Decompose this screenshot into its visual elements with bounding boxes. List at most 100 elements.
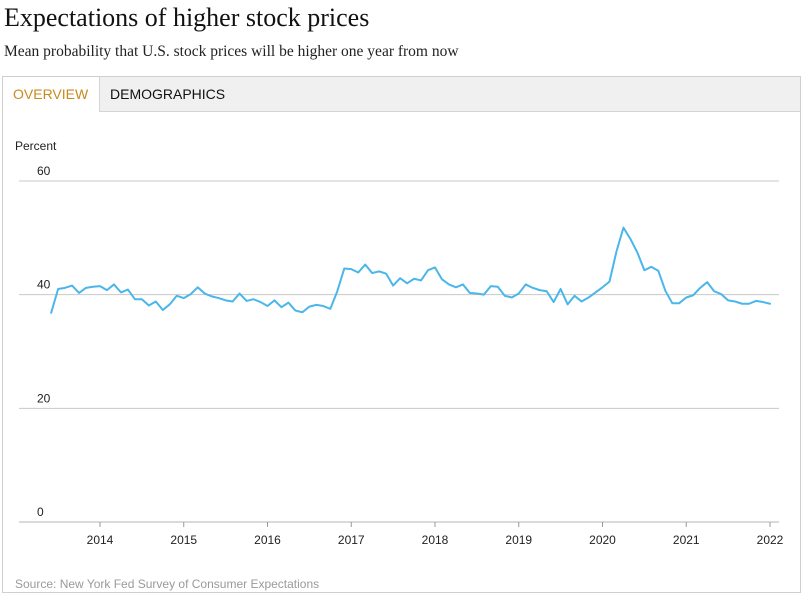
data-point: [260, 301, 262, 303]
data-point: [357, 272, 359, 274]
data-point: [546, 290, 548, 292]
data-point: [301, 311, 303, 313]
tab-overview[interactable]: OVERVIEW: [3, 77, 100, 112]
source-note: Source: New York Fed Survey of Consumer …: [15, 577, 320, 591]
data-point: [664, 290, 666, 292]
data-point: [211, 295, 213, 297]
data-point: [504, 295, 506, 297]
y-tick-label: 60: [37, 164, 51, 178]
data-point: [650, 266, 652, 268]
data-point: [490, 285, 492, 287]
data-point: [106, 289, 108, 291]
data-point: [741, 303, 743, 305]
data-point: [294, 310, 296, 312]
data-point: [483, 294, 485, 296]
data-point: [232, 300, 234, 302]
data-point: [148, 304, 150, 306]
data-point: [762, 301, 764, 303]
line-chart: Percent 0 20 40 60 2014 2015 2016 2017 2018 2019…: [15, 139, 784, 547]
data-point: [113, 283, 115, 285]
tab-bar: OVERVIEW DEMOGRAPHICS: [3, 77, 800, 112]
x-tick-label: 2017: [338, 533, 365, 547]
data-point: [350, 268, 352, 270]
data-point: [608, 281, 610, 283]
data-point: [329, 308, 331, 310]
data-point: [657, 270, 659, 272]
data-point: [190, 293, 192, 295]
data-point: [511, 297, 513, 299]
data-point: [162, 309, 164, 311]
data-point: [462, 283, 464, 285]
chart-subtitle: Mean probability that U.S. stock prices …: [4, 43, 459, 60]
data-point: [50, 312, 52, 314]
data-point: [497, 286, 499, 288]
data-point: [134, 298, 136, 300]
data-point: [239, 293, 241, 295]
data-point: [769, 303, 771, 305]
data-point: [371, 272, 373, 274]
data-point: [615, 250, 617, 252]
data-point: [755, 300, 757, 302]
data-point: [413, 278, 415, 280]
chart-panel: OVERVIEW DEMOGRAPHICS Percent 0 20 40 60 20…: [2, 76, 801, 593]
x-tick-label: 2020: [589, 533, 616, 547]
data-point: [532, 287, 534, 289]
data-point: [713, 290, 715, 292]
data-point: [127, 289, 129, 291]
data-point: [469, 292, 471, 294]
data-point: [71, 285, 73, 287]
y-tick-label: 40: [37, 278, 51, 292]
data-point: [267, 305, 269, 307]
data-point: [287, 302, 289, 304]
data-point: [197, 286, 199, 288]
data-point: [518, 293, 520, 295]
x-tick-label: 2019: [505, 533, 532, 547]
data-point: [706, 281, 708, 283]
y-axis-label: Percent: [15, 139, 57, 153]
x-tick-label: 2015: [170, 533, 197, 547]
data-point: [602, 286, 604, 288]
data-point: [273, 299, 275, 301]
data-point: [225, 299, 227, 301]
tab-demographics[interactable]: DEMOGRAPHICS: [110, 86, 226, 102]
data-point: [727, 299, 729, 301]
data-point: [595, 291, 597, 293]
data-point: [399, 277, 401, 279]
data-point: [315, 304, 317, 306]
x-tick-label: 2016: [254, 533, 281, 547]
data-point: [183, 297, 185, 299]
y-tick-label: 0: [37, 505, 44, 519]
data-point: [441, 278, 443, 280]
data-point: [99, 285, 101, 287]
data-point: [385, 273, 387, 275]
data-point: [78, 292, 80, 294]
data-point: [678, 302, 680, 304]
data-point: [636, 252, 638, 254]
data-point: [204, 293, 206, 295]
data-point: [246, 300, 248, 302]
data-point: [427, 269, 429, 271]
data-point: [699, 287, 701, 289]
x-tick-label: 2022: [757, 533, 784, 547]
data-point: [720, 293, 722, 295]
data-point: [434, 266, 436, 268]
x-tick-label: 2021: [673, 533, 700, 547]
data-point: [643, 269, 645, 271]
data-point: [420, 279, 422, 281]
data-point: [141, 298, 143, 300]
data-point: [581, 300, 583, 302]
x-tick-label: 2018: [422, 533, 449, 547]
data-point: [176, 295, 178, 297]
data-point: [364, 264, 366, 266]
data-point: [64, 287, 66, 289]
data-point: [560, 288, 562, 290]
data-point: [476, 293, 478, 295]
data-point: [92, 286, 94, 288]
data-point: [57, 288, 59, 290]
data-point: [392, 285, 394, 287]
data-point: [120, 291, 122, 293]
data-point: [280, 306, 282, 308]
data-point: [406, 282, 408, 284]
series-line: [50, 226, 771, 314]
data-point: [685, 297, 687, 299]
